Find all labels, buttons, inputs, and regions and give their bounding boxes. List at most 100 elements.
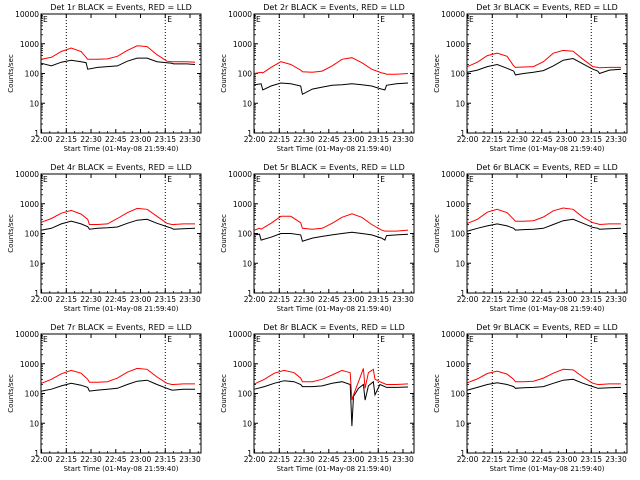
plot-frame xyxy=(40,333,202,454)
x-tick-label: 22:15 xyxy=(481,135,503,144)
x-axis-label: Start Time (01-May-08 21:59:40) xyxy=(276,465,391,473)
series-events-line xyxy=(467,57,622,76)
y-tick-label: 10 xyxy=(455,99,465,108)
y-tick-label: 10000 xyxy=(15,330,39,339)
x-tick-label: 22:00 xyxy=(31,455,53,464)
plot-frame xyxy=(466,13,628,134)
x-tick-label: 23:15 xyxy=(154,295,176,304)
series-events-line xyxy=(41,57,196,70)
series-events-line xyxy=(254,231,409,242)
x-tick-label: 23:30 xyxy=(179,295,201,304)
x-tick-label: 22:15 xyxy=(55,295,77,304)
x-tick-label: 22:45 xyxy=(531,455,553,464)
series-lld-line xyxy=(254,213,409,232)
x-tick-label: 23:15 xyxy=(154,455,176,464)
panel-det-8: Det 8r BLACK = Events, RED = LLD 1 10 100 10… xyxy=(220,323,415,473)
panel-det-6: Det 6r BLACK = Events, RED = LLD 1 10 100 10… xyxy=(433,163,628,313)
panel-title: Det 3r BLACK = Events, RED = LLD xyxy=(476,3,618,12)
plot-frame xyxy=(253,333,415,454)
x-tick-label: 23:00 xyxy=(343,135,365,144)
x-tick-label: 23:15 xyxy=(367,295,389,304)
series-lld-line xyxy=(41,207,195,225)
y-tick-label: 1 xyxy=(247,129,252,138)
x-tick-label: 22:45 xyxy=(105,455,127,464)
x-tick-label: 23:30 xyxy=(179,455,201,464)
corner-marker-left: E xyxy=(43,175,48,184)
y-tick-label: 10 xyxy=(455,419,465,428)
y-tick-label: 1 xyxy=(460,289,465,298)
x-tick-label: 23:00 xyxy=(556,135,578,144)
corner-marker-right: E xyxy=(167,15,172,24)
x-tick-label: 23:00 xyxy=(343,295,365,304)
x-axis-label: Start Time (01-May-08 21:59:40) xyxy=(489,465,604,473)
x-tick-label: 22:00 xyxy=(31,295,53,304)
y-axis-label: Counts/sec xyxy=(7,374,15,413)
plot-frame xyxy=(466,173,628,294)
y-tick-label: 1 xyxy=(34,129,39,138)
x-tick-label: 22:15 xyxy=(55,135,77,144)
y-tick-label: 100 xyxy=(451,230,466,239)
series-events-line xyxy=(41,218,196,231)
x-tick-label: 22:15 xyxy=(481,295,503,304)
y-tick-label: 1000 xyxy=(446,40,465,49)
x-tick-label: 22:15 xyxy=(268,295,290,304)
y-tick-label: 100 xyxy=(25,230,40,239)
y-tick-label: 1000 xyxy=(233,200,252,209)
y-tick-label: 10000 xyxy=(228,10,252,19)
panel-det-2: Det 2r BLACK = Events, RED = LLD 1 10 100 10… xyxy=(220,3,415,153)
x-tick-label: 23:00 xyxy=(556,295,578,304)
y-tick-label: 10000 xyxy=(441,170,465,179)
panel-title: Det 9r BLACK = Events, RED = LLD xyxy=(476,323,618,332)
corner-marker-right: E xyxy=(380,15,385,24)
y-tick-label: 100 xyxy=(25,390,40,399)
x-tick-label: 22:45 xyxy=(531,135,553,144)
corner-marker-left: E xyxy=(469,335,474,344)
x-tick-label: 22:00 xyxy=(457,455,479,464)
y-tick-label: 1000 xyxy=(233,40,252,49)
panel-det-9: Det 9r BLACK = Events, RED = LLD 1 10 100 10… xyxy=(433,323,628,473)
x-tick-label: 22:00 xyxy=(244,455,266,464)
y-tick-label: 10 xyxy=(242,259,252,268)
panel-det-3: Det 3r BLACK = Events, RED = LLD 1 10 100 10… xyxy=(433,3,628,153)
x-tick-label: 22:45 xyxy=(105,135,127,144)
x-tick-label: 22:30 xyxy=(293,295,315,304)
y-tick-label: 100 xyxy=(25,70,40,79)
plot-frame xyxy=(466,333,628,454)
panel-det-1: Det 1r BLACK = Events, RED = LLD 1 10 100 10… xyxy=(7,3,202,153)
x-axis-label: Start Time (01-May-08 21:59:40) xyxy=(63,465,178,473)
y-tick-label: 1 xyxy=(460,449,465,458)
plot-frame xyxy=(253,13,415,134)
y-tick-label: 10 xyxy=(242,99,252,108)
series-events-line xyxy=(467,218,622,232)
y-tick-label: 1000 xyxy=(446,360,465,369)
y-tick-label: 10000 xyxy=(228,330,252,339)
corner-marker-right: E xyxy=(593,335,598,344)
corner-marker-right: E xyxy=(167,335,172,344)
corner-marker-right: E xyxy=(593,15,598,24)
x-axis-label: Start Time (01-May-08 21:59:40) xyxy=(276,145,391,153)
series-events-line xyxy=(41,379,195,392)
panel-title: Det 5r BLACK = Events, RED = LLD xyxy=(263,163,405,172)
x-tick-label: 22:15 xyxy=(55,455,77,464)
series-events-line xyxy=(254,82,409,96)
y-tick-label: 100 xyxy=(238,70,253,79)
corner-marker-left: E xyxy=(256,335,261,344)
y-tick-label: 1000 xyxy=(20,40,39,49)
y-tick-label: 10 xyxy=(29,419,39,428)
x-tick-label: 22:30 xyxy=(506,135,528,144)
x-tick-label: 23:30 xyxy=(392,295,414,304)
y-axis-label: Counts/sec xyxy=(7,54,15,93)
panel-title: Det 7r BLACK = Events, RED = LLD xyxy=(50,323,192,332)
y-tick-label: 10 xyxy=(242,419,252,428)
x-tick-label: 23:15 xyxy=(580,135,602,144)
y-axis-label: Counts/sec xyxy=(220,374,228,413)
y-tick-label: 100 xyxy=(451,390,466,399)
corner-marker-left: E xyxy=(43,335,48,344)
x-tick-label: 22:00 xyxy=(457,295,479,304)
y-tick-label: 10000 xyxy=(441,10,465,19)
panel-title: Det 8r BLACK = Events, RED = LLD xyxy=(263,323,405,332)
y-axis-label: Counts/sec xyxy=(220,54,228,93)
y-tick-label: 10000 xyxy=(15,170,39,179)
series-events-line xyxy=(467,378,622,391)
y-tick-label: 10000 xyxy=(441,330,465,339)
